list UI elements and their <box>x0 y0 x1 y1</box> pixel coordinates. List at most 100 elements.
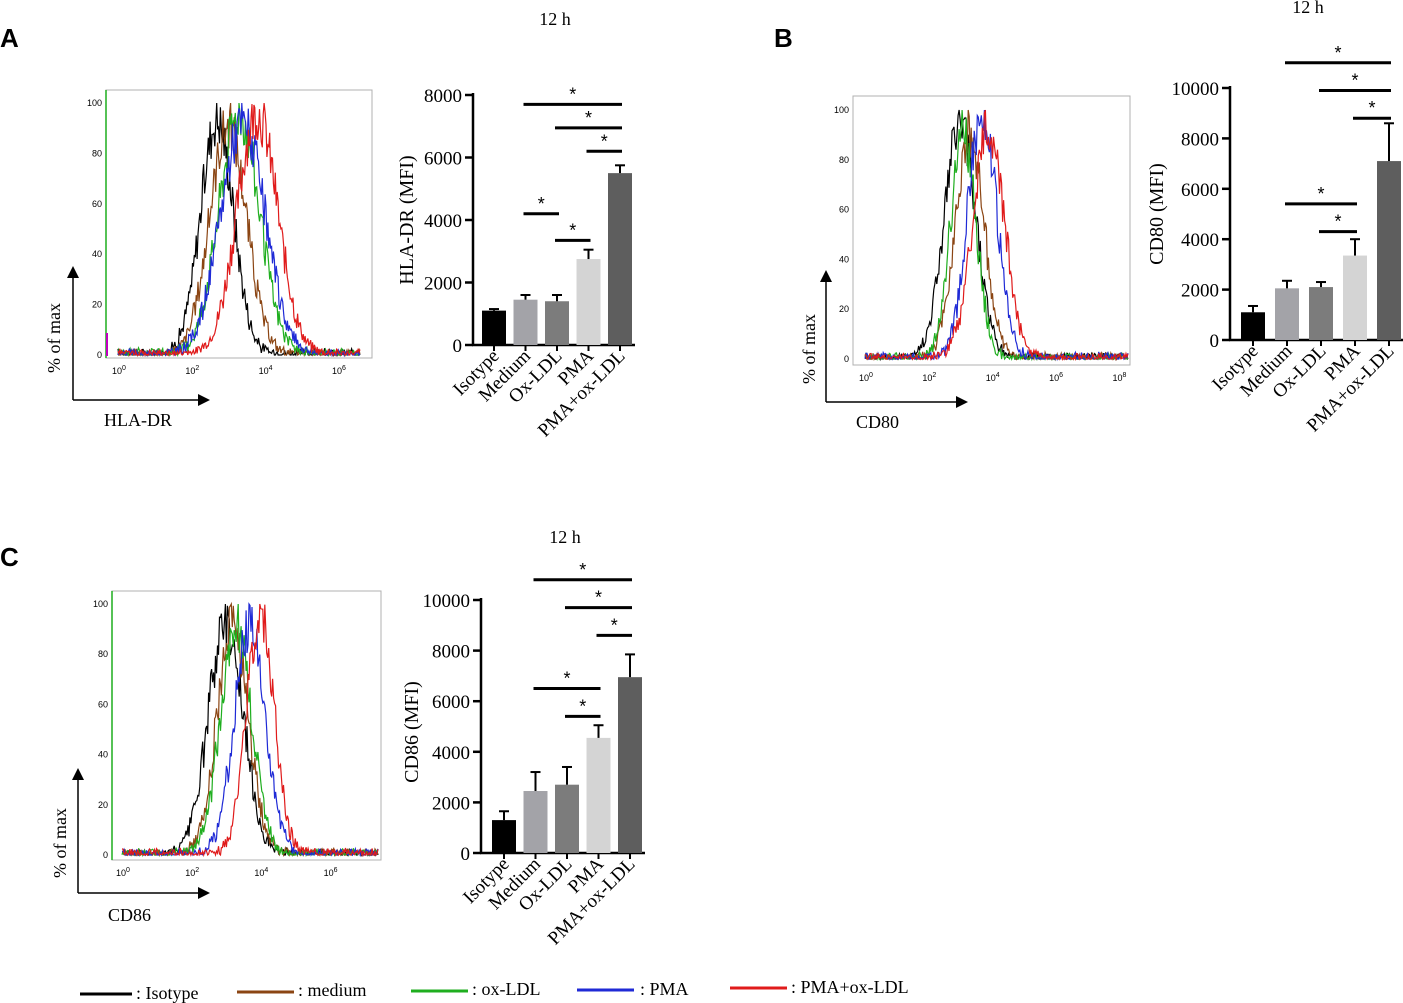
significance-star: * <box>579 560 586 580</box>
y-tick-label: 4000 <box>424 211 462 232</box>
bar-chart-title: 12 h <box>539 9 571 29</box>
bar-chart-a: 12 h HLA-DR (MFI) 0 2000 4000 6000 8000 * * * *… <box>396 9 635 441</box>
bar <box>523 791 548 853</box>
bar <box>492 820 516 853</box>
tick-exp: 6 <box>342 365 346 372</box>
hist-y-tick-label: 100 <box>93 599 108 609</box>
bar <box>618 677 642 853</box>
outer-y-arrow-icon <box>820 270 832 282</box>
histogram-xlabel: CD86 <box>108 905 151 925</box>
panel-letter-a: A <box>0 23 19 53</box>
histogram-series <box>864 109 1129 362</box>
histogram-series <box>117 102 361 358</box>
tick-exp: 6 <box>334 867 338 874</box>
tick-exp: 0 <box>869 372 873 379</box>
hist-y-tick-label: 40 <box>98 750 108 760</box>
y-tick-label: 8000 <box>424 86 462 107</box>
histogram-xlabel: HLA-DR <box>104 410 172 430</box>
tick-exp: 0 <box>126 867 130 874</box>
bar-chart-c: 12 h CD86 (MFI) 0 2000 4000 6000 8000 10000 *… <box>401 527 645 949</box>
significance-star: * <box>1317 184 1324 204</box>
hist-y-tick-label: 100 <box>87 98 102 108</box>
bar-chart-ylabel: CD80 (MFI) <box>1146 163 1168 265</box>
histogram-series <box>122 601 379 858</box>
bar <box>1241 312 1265 340</box>
y-tick-label: 6000 <box>432 692 470 713</box>
histogram-series <box>117 102 361 357</box>
legend-label: : ox-LDL <box>472 979 540 999</box>
tick-exp: 2 <box>932 372 936 379</box>
y-tick-label: 6000 <box>1181 180 1219 201</box>
tick-base: 10 <box>922 373 932 383</box>
hist-y-tick-label: 60 <box>98 699 108 709</box>
histogram-series <box>121 603 379 858</box>
histogram-series <box>117 102 361 358</box>
tick-base: 10 <box>986 373 996 383</box>
tick-exp: 6 <box>1059 372 1063 379</box>
histogram-frame <box>105 89 373 359</box>
outer-x-arrow-icon <box>956 396 968 408</box>
hist-x-tick-label: 102 <box>185 867 199 878</box>
y-tick-label: 6000 <box>424 149 462 170</box>
legend-item-pma: : PMA <box>577 979 689 999</box>
hist-y-tick-label: 0 <box>97 350 102 360</box>
hist-x-tick-label: 100 <box>116 867 130 878</box>
y-tick-label: 10000 <box>423 591 471 612</box>
hist-y-tick-label: 40 <box>839 254 849 264</box>
hist-x-tick-label: 108 <box>1112 372 1126 383</box>
y-tick-label: 2000 <box>1181 281 1219 302</box>
tick-exp: 4 <box>264 867 268 874</box>
legend-label: : PMA+ox-LDL <box>791 977 909 997</box>
tick-base: 10 <box>1112 373 1122 383</box>
histogram-ylabel: % of max <box>50 808 70 878</box>
significance-star: * <box>1334 43 1341 63</box>
hist-y-tick-label: 20 <box>92 300 102 310</box>
bar <box>576 259 601 345</box>
hist-x-tick-label: 102 <box>185 365 199 376</box>
histogram-frame <box>852 95 1131 366</box>
histogram-series <box>864 109 1129 362</box>
panel-letter-c: C <box>0 542 19 572</box>
significance-star: * <box>563 669 570 689</box>
tick-base: 10 <box>259 366 269 376</box>
significance-star: * <box>611 615 618 635</box>
hist-y-tick-label: 20 <box>98 800 108 810</box>
significance-star: * <box>569 84 576 104</box>
tick-exp: 4 <box>269 365 273 372</box>
hist-y-tick-label: 80 <box>839 155 849 165</box>
y-tick-label: 2000 <box>424 274 462 295</box>
significance-star: * <box>601 131 608 151</box>
hist-x-tick-label: 100 <box>112 365 126 376</box>
legend-item-ox-ldl: : ox-LDL <box>411 979 540 999</box>
bar <box>513 299 538 345</box>
y-tick-label: 4000 <box>1181 230 1219 251</box>
bar <box>545 301 569 345</box>
y-tick-label: 10000 <box>1172 79 1220 100</box>
tick-base: 10 <box>859 373 869 383</box>
tick-exp: 0 <box>122 365 126 372</box>
panel-letter-b: B <box>774 23 793 53</box>
hist-y-tick-label: 60 <box>839 205 849 215</box>
histogram-xlabel: CD80 <box>856 412 899 432</box>
y-tick-label: 8000 <box>1181 129 1219 150</box>
histogram-series <box>118 102 361 358</box>
hist-y-tick-label: 0 <box>103 850 108 860</box>
significance-star: * <box>538 194 545 214</box>
bar <box>1377 161 1401 340</box>
y-tick-label: 8000 <box>432 642 470 663</box>
legend-item-isotype: : Isotype <box>80 983 199 1003</box>
hist-y-tick-label: 100 <box>834 105 849 115</box>
bar <box>482 310 506 345</box>
significance-star: * <box>595 588 602 608</box>
tick-base: 10 <box>324 868 334 878</box>
histogram-ylabel: % of max <box>44 303 64 373</box>
bar-chart-ylabel: HLA-DR (MFI) <box>396 155 418 284</box>
hist-y-tick-label: 0 <box>844 354 849 364</box>
outer-y-arrow-icon <box>72 768 84 780</box>
bar-chart-title: 12 h <box>1292 0 1324 17</box>
tick-base: 10 <box>185 366 195 376</box>
histogram-series <box>117 102 361 357</box>
